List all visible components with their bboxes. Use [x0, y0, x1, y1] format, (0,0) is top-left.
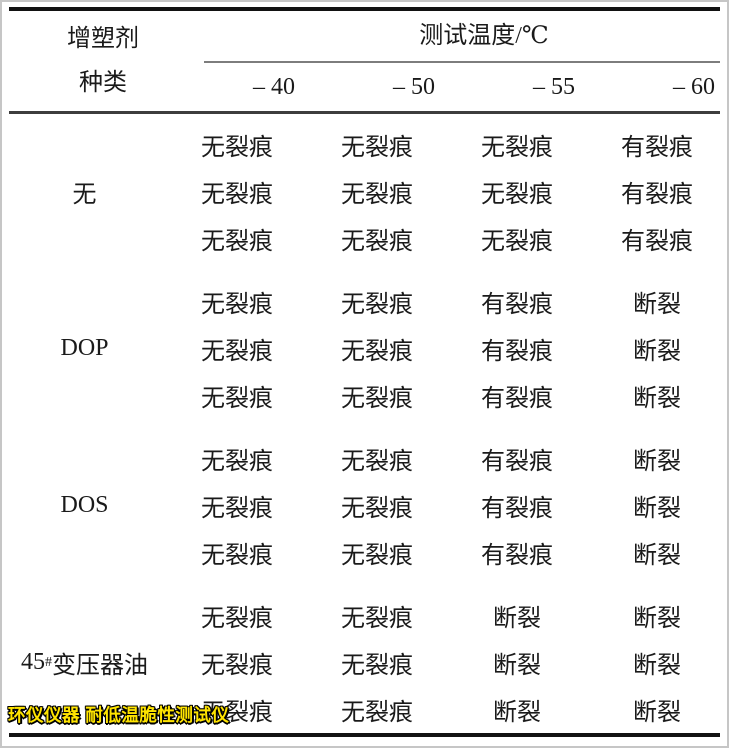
temp-column-header: – 50 [393, 73, 435, 100]
table-row: 无裂痕 无裂痕 无裂痕 有裂痕 [160, 168, 727, 215]
table-cell: 无裂痕 [341, 449, 413, 475]
table-cell: 断裂 [633, 339, 681, 365]
row-header-line2: 种类 [79, 70, 127, 96]
top-rule [9, 7, 720, 11]
group-label-text: 45 [21, 649, 45, 675]
table-cell: 无裂痕 [201, 292, 273, 318]
table-cell: 无裂痕 [201, 339, 273, 365]
table-cell: 有裂痕 [621, 182, 693, 208]
table-cell: 无裂痕 [201, 653, 273, 679]
table-cell: 有裂痕 [481, 339, 553, 365]
table-cell: 断裂 [493, 700, 541, 726]
table-cell: 断裂 [493, 653, 541, 679]
table-cell: 无裂痕 [201, 135, 273, 161]
group-rows: 无裂痕 无裂痕 有裂痕 断裂 无裂痕 无裂痕 有裂痕 断裂 无裂痕 无裂痕 有裂… [160, 278, 727, 419]
group-label-text: 变压器油 [52, 653, 148, 679]
group-label: DOP [9, 278, 160, 419]
temp-column-header: – 40 [253, 73, 295, 100]
group-rows: 无裂痕 无裂痕 无裂痕 有裂痕 无裂痕 无裂痕 无裂痕 有裂痕 无裂痕 无裂痕 … [160, 121, 727, 262]
table-cell: 无裂痕 [341, 229, 413, 255]
temp-column-header: – 60 [673, 73, 715, 100]
table-row: 无裂痕 无裂痕 断裂 断裂 [160, 639, 727, 686]
table-cell: 无裂痕 [201, 496, 273, 522]
table-cell: 无裂痕 [341, 339, 413, 365]
table-cell: 无裂痕 [481, 135, 553, 161]
table-cell: 无裂痕 [201, 229, 273, 255]
table-cell: 无裂痕 [201, 606, 273, 632]
table-row: 无裂痕 无裂痕 无裂痕 有裂痕 [160, 121, 727, 168]
table-cell: 无裂痕 [341, 292, 413, 318]
table-cell: 无裂痕 [481, 229, 553, 255]
table-cell: 无裂痕 [341, 135, 413, 161]
table-cell: 断裂 [633, 653, 681, 679]
table-cell: 无裂痕 [201, 182, 273, 208]
group-label: 45 # 变压器油 [9, 592, 160, 733]
table-cell: 断裂 [633, 449, 681, 475]
group-label-text: DOP [60, 335, 109, 361]
group-none: 无 无裂痕 无裂痕 无裂痕 有裂痕 无裂痕 无裂痕 无裂痕 有裂痕 无裂痕 无裂… [9, 121, 727, 262]
bottom-rule [9, 733, 720, 737]
vendor-watermark: 环仪仪器 耐低温脆性测试仪 [8, 705, 230, 725]
table-cell: 无裂痕 [341, 386, 413, 412]
table-cell: 无裂痕 [201, 700, 273, 726]
table-cell: 无裂痕 [201, 543, 273, 569]
group-rows: 无裂痕 无裂痕 有裂痕 断裂 无裂痕 无裂痕 有裂痕 断裂 无裂痕 无裂痕 有裂… [160, 435, 727, 576]
table-row: 无裂痕 无裂痕 有裂痕 断裂 [160, 325, 727, 372]
table-cell: 无裂痕 [481, 182, 553, 208]
table-row: 无裂痕 无裂痕 有裂痕 断裂 [160, 529, 727, 576]
table-cell: 断裂 [493, 606, 541, 632]
table-cell: 无裂痕 [341, 182, 413, 208]
table-cell: 无裂痕 [341, 543, 413, 569]
table-header: 增塑剂 种类 测试温度/℃ – 40 – 50 – 55 – 60 [9, 11, 720, 111]
table-cell: 断裂 [633, 543, 681, 569]
group-transformer-oil: 45 # 变压器油 无裂痕 无裂痕 断裂 断裂 无裂痕 无裂痕 断裂 断裂 无裂痕 … [9, 592, 727, 733]
table-cell: 无裂痕 [341, 606, 413, 632]
group-label: DOS [9, 435, 160, 576]
temperature-header-area: 测试温度/℃ – 40 – 50 – 55 – 60 [197, 11, 720, 111]
temp-column-header: – 55 [533, 73, 575, 100]
table-cell: 有裂痕 [481, 449, 553, 475]
table-cell: 无裂痕 [201, 449, 273, 475]
header-body-rule [9, 111, 720, 114]
table-cell: 无裂痕 [201, 386, 273, 412]
table-cell: 有裂痕 [481, 496, 553, 522]
table-cell: 有裂痕 [481, 386, 553, 412]
group-label-text: DOS [60, 492, 109, 518]
table-cell: 有裂痕 [481, 543, 553, 569]
table-cell: 有裂痕 [621, 229, 693, 255]
table-cell: 有裂痕 [481, 292, 553, 318]
row-header-line1: 增塑剂 [67, 26, 139, 52]
table-cell: 断裂 [633, 606, 681, 632]
group-dos: DOS 无裂痕 无裂痕 有裂痕 断裂 无裂痕 无裂痕 有裂痕 断裂 无裂痕 无裂… [9, 435, 727, 576]
table-cell: 无裂痕 [341, 496, 413, 522]
table-cell: 断裂 [633, 386, 681, 412]
group-rows: 无裂痕 无裂痕 断裂 断裂 无裂痕 无裂痕 断裂 断裂 无裂痕 无裂痕 断裂 断… [160, 592, 727, 733]
table-cell: 断裂 [633, 700, 681, 726]
temperature-header-rule [204, 61, 720, 63]
row-header-column: 增塑剂 种类 [9, 11, 197, 111]
table-row: 无裂痕 无裂痕 有裂痕 断裂 [160, 278, 727, 325]
table-cell: 断裂 [633, 496, 681, 522]
table-row: 无裂痕 无裂痕 有裂痕 断裂 [160, 372, 727, 419]
temperature-group-label: 测试温度/℃ [419, 23, 549, 49]
temperature-subheader-row: – 40 – 50 – 55 – 60 [204, 63, 720, 111]
group-dop: DOP 无裂痕 无裂痕 有裂痕 断裂 无裂痕 无裂痕 有裂痕 断裂 无裂痕 无裂… [9, 278, 727, 419]
table-body: 无 无裂痕 无裂痕 无裂痕 有裂痕 无裂痕 无裂痕 无裂痕 有裂痕 无裂痕 无裂… [9, 114, 727, 733]
group-label-text: 无 [72, 182, 97, 208]
table-cell: 无裂痕 [341, 700, 413, 726]
table-cell: 断裂 [633, 292, 681, 318]
table-row: 无裂痕 无裂痕 断裂 断裂 [160, 686, 727, 733]
table-row: 无裂痕 无裂痕 无裂痕 有裂痕 [160, 215, 727, 262]
table-row: 无裂痕 无裂痕 断裂 断裂 [160, 592, 727, 639]
group-label: 无 [9, 121, 160, 262]
table-row: 无裂痕 无裂痕 有裂痕 断裂 [160, 482, 727, 529]
table-cell: 无裂痕 [341, 653, 413, 679]
table-cell: 有裂痕 [621, 135, 693, 161]
table-row: 无裂痕 无裂痕 有裂痕 断裂 [160, 435, 727, 482]
